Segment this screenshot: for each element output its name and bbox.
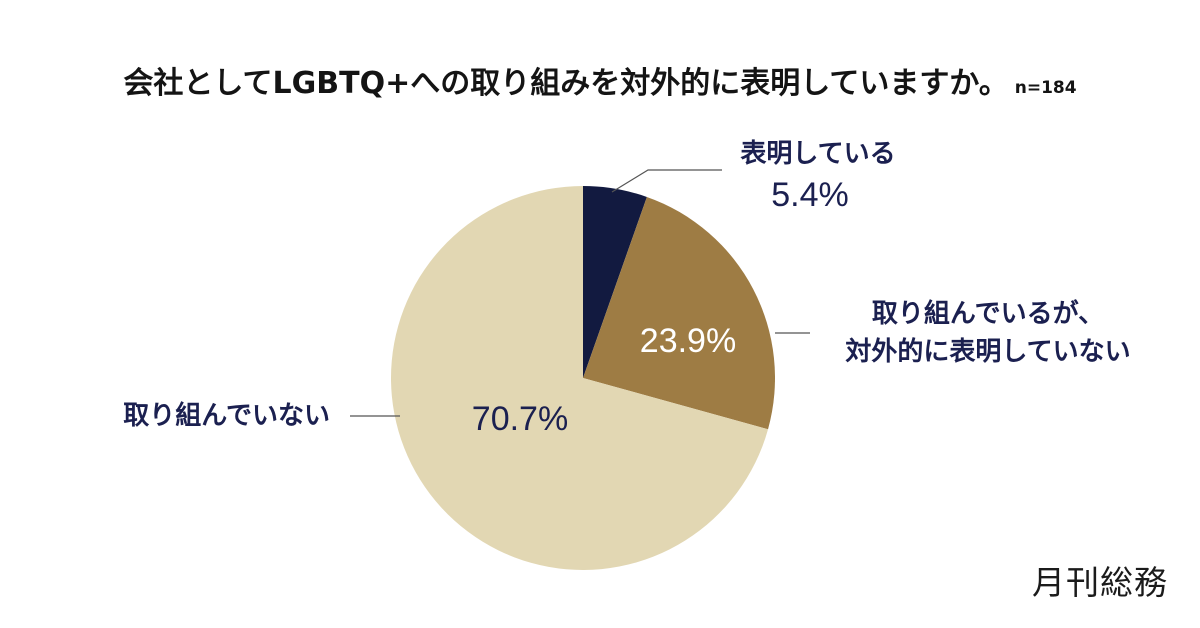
slice-label: 取り組んでいない xyxy=(123,400,330,431)
brand-logo: 月刊総務 xyxy=(1032,563,1168,602)
chart-title: 会社としてLGBTQ+への取り組みを対外的に表明していますか。 n=184 xyxy=(0,58,1200,102)
sample-size: n=184 xyxy=(1014,78,1077,98)
chart-title-text: 会社としてLGBTQ+への取り組みを対外的に表明していますか。 xyxy=(123,66,1009,101)
value-label: 5.4% xyxy=(771,176,849,214)
slice-label: 取り組んでいるが、 xyxy=(872,298,1104,329)
pie-slice xyxy=(390,186,769,570)
slice-label: 表明している xyxy=(740,139,895,169)
leader-line xyxy=(611,169,722,193)
pie-slice xyxy=(583,196,775,430)
pie-slice xyxy=(583,186,647,378)
value-label: 23.9% xyxy=(640,322,736,360)
slice-label: 対外的に表明していない xyxy=(845,336,1130,367)
value-label: 70.7% xyxy=(472,400,568,438)
